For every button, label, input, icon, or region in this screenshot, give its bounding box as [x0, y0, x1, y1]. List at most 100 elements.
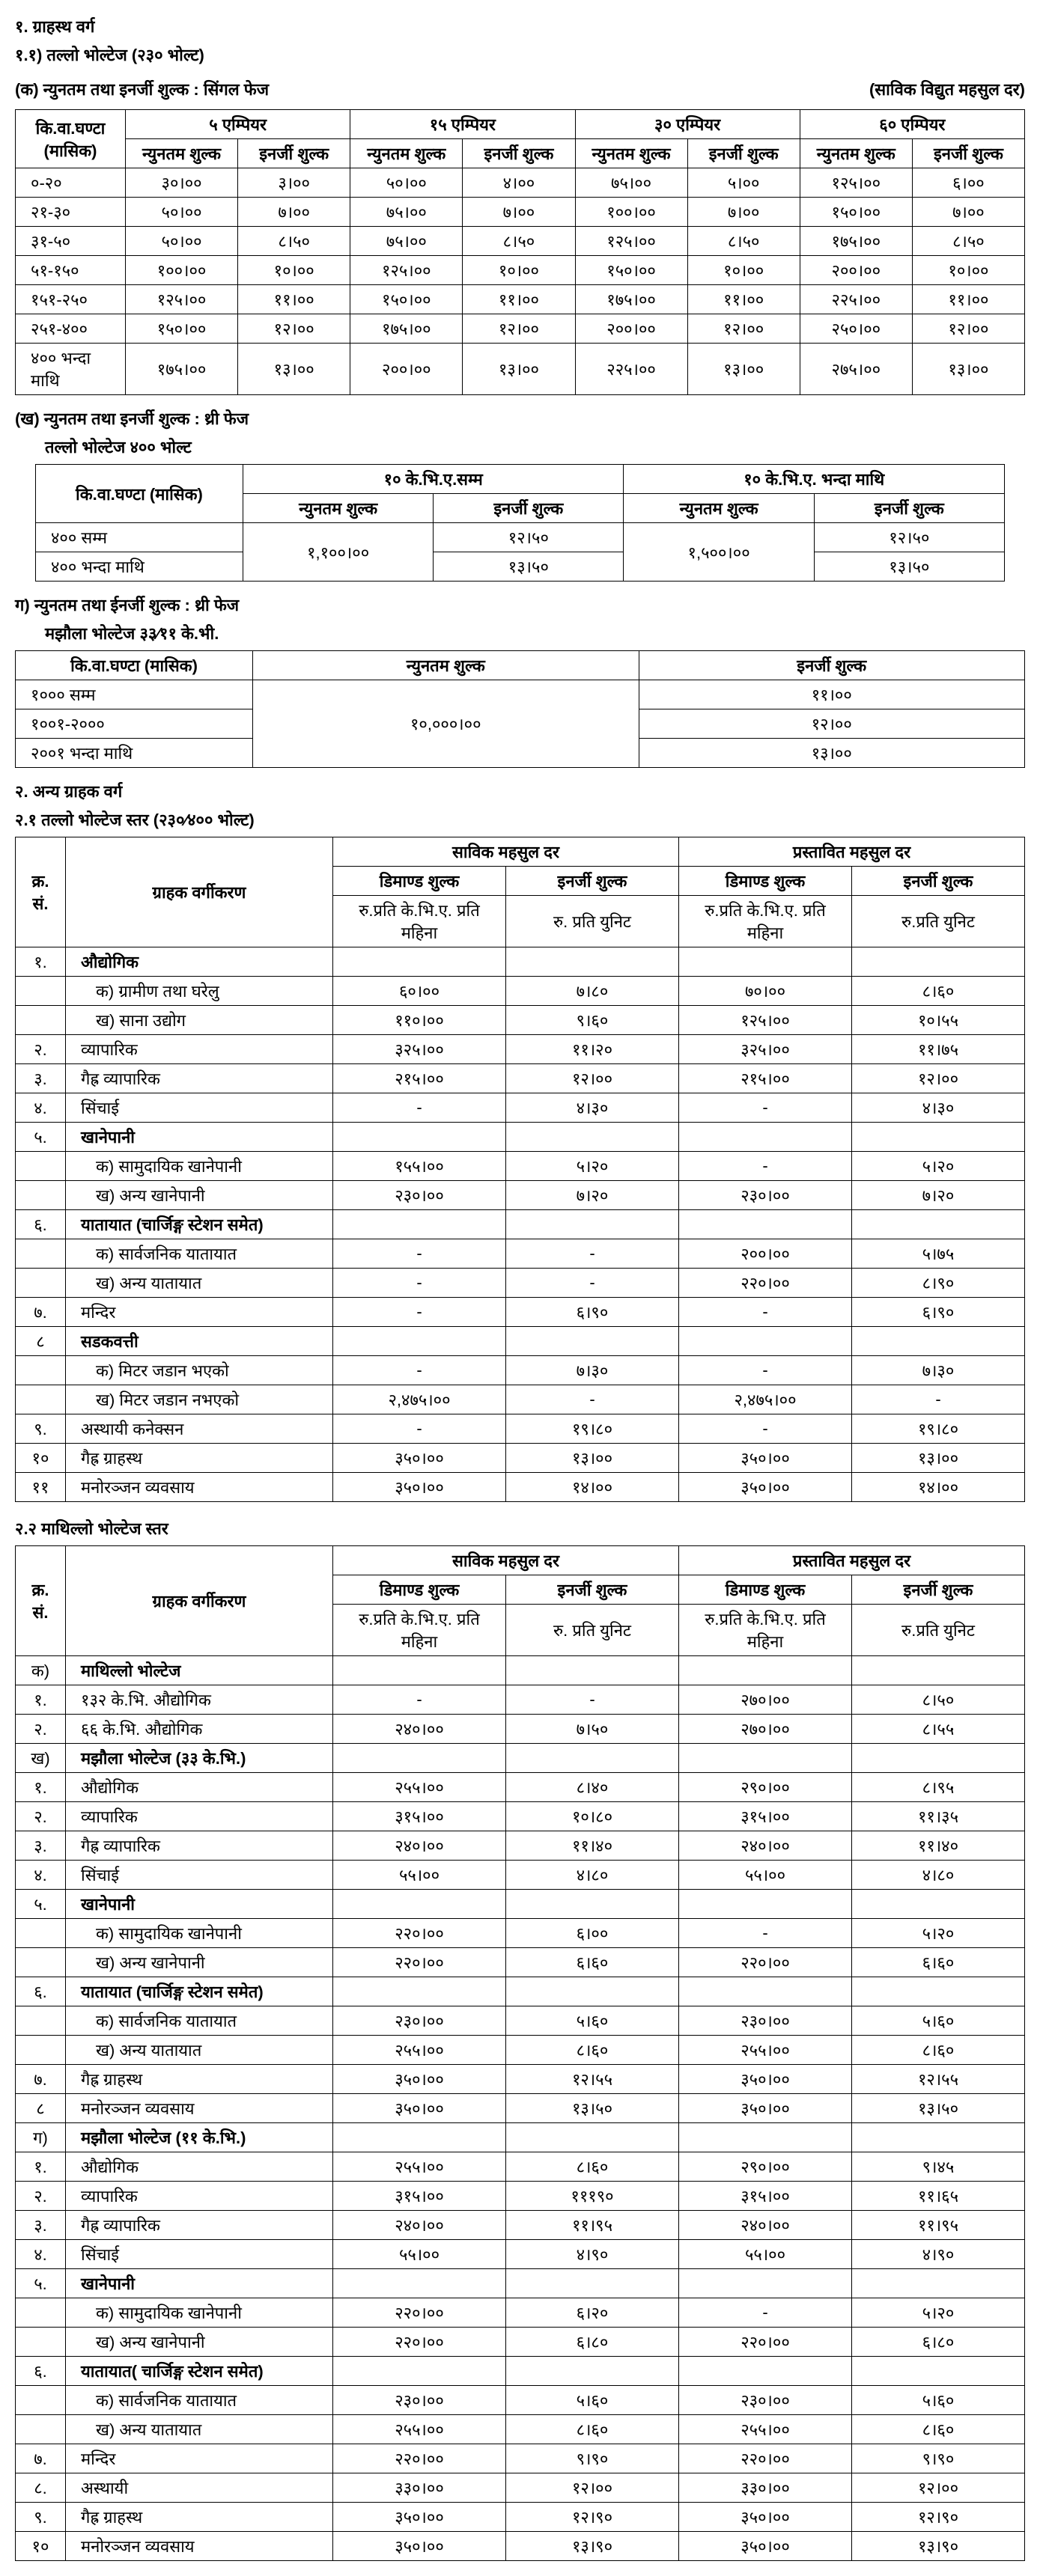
col-sub: न्युनतम शुल्क — [575, 139, 687, 168]
data-cell: ३५०।०० — [333, 2503, 506, 2532]
data-cell: ३३०।०० — [333, 2473, 506, 2503]
data-cell: २२५।०० — [800, 285, 912, 314]
data-cell: ९।९० — [852, 2444, 1025, 2473]
data-cell: १००।०० — [575, 198, 687, 227]
data-cell: ११।४० — [852, 1831, 1025, 1861]
class-cell: औद्योगिक — [66, 2152, 333, 2182]
sn-cell — [16, 2298, 66, 2328]
data-cell: १०।०० — [687, 256, 800, 285]
data-cell: ५।६० — [506, 2386, 679, 2415]
data-cell: ६।६० — [506, 1948, 679, 1977]
data-cell — [679, 1977, 852, 2006]
col-sub: इनर्जी शुल्क — [912, 139, 1024, 168]
sn-cell — [16, 1269, 66, 1298]
data-cell: १५०।०० — [800, 198, 912, 227]
class-cell: ६६ के.भि. औद्योगिक — [66, 1715, 333, 1744]
data-cell: २,४७५।०० — [333, 1385, 506, 1414]
table-row: २.व्यापारिक३२५।००११।२०३२५।००११।७५ — [16, 1035, 1025, 1064]
data-cell: - — [679, 2298, 852, 2328]
data-cell — [506, 2123, 679, 2152]
data-cell: १२।०० — [852, 2473, 1025, 2503]
sn-cell: ७. — [16, 1298, 66, 1327]
data-cell: ११।९५ — [506, 2211, 679, 2240]
data-cell: ६०।०० — [333, 977, 506, 1006]
class-cell: क) सार्वजनिक यातायात — [66, 2006, 333, 2036]
col-sub: न्युनतम शुल्क — [126, 139, 238, 168]
data-cell: २७०।०० — [679, 1685, 852, 1715]
sn-cell — [16, 1919, 66, 1948]
data-cell: १२।५५ — [506, 2065, 679, 2094]
section-1-note: (साविक विद्युत महसुल दर) — [869, 78, 1025, 100]
data-cell — [852, 1744, 1025, 1773]
data-cell: २२०।०० — [333, 2298, 506, 2328]
data-cell: - — [506, 1269, 679, 1298]
sn-cell: ६. — [16, 1210, 66, 1239]
data-cell: ८।६० — [852, 977, 1025, 1006]
data-cell: १२।०० — [852, 1064, 1025, 1093]
table-row: ८सडकवत्ती — [16, 1327, 1025, 1356]
data-cell: ७।०० — [912, 198, 1024, 227]
class-cell: ख) अन्य यातायात — [66, 2036, 333, 2065]
data-cell: ४०० भन्दा माथि — [35, 552, 243, 582]
sn-cell: ४. — [16, 2240, 66, 2269]
table-row: ०-२०३०।००३।००५०।००४।००७५।००५।००१२५।००६।०… — [16, 168, 1025, 198]
data-cell — [506, 1656, 679, 1685]
data-cell — [506, 1977, 679, 2006]
table-row: १.औद्योगिक२५५।००८।६०२९०।००९।४५ — [16, 2152, 1025, 2182]
unit-cell: रु.प्रति के.भि.ए. प्रति महिना — [333, 896, 506, 947]
data-cell: - — [852, 1385, 1025, 1414]
data-cell: २७०।०० — [679, 1715, 852, 1744]
data-cell: २४०।०० — [679, 1831, 852, 1861]
data-cell — [679, 947, 852, 977]
table-row: ८.अस्थायी३३०।००१२।००३३०।००१२।०० — [16, 2473, 1025, 2503]
data-cell: ९।६० — [506, 1006, 679, 1035]
class-cell: मझौला भोल्टेज (११ के.भि.) — [66, 2123, 333, 2152]
data-cell: ५१-१५० — [16, 256, 126, 285]
data-cell: १५०।०० — [126, 314, 238, 344]
data-cell — [852, 2357, 1025, 2386]
data-cell: १३।५० — [506, 2094, 679, 2123]
class-cell: ख) अन्य खानेपानी — [66, 1948, 333, 1977]
table-row: ख)मझौला भोल्टेज (३३ के.भि.) — [16, 1744, 1025, 1773]
data-cell: ४०० भन्दा माथि — [16, 344, 126, 395]
data-cell: ७५।०० — [575, 168, 687, 198]
data-cell: ७।२० — [852, 1181, 1025, 1210]
class-cell: क) सार्वजनिक यातायात — [66, 1239, 333, 1269]
data-cell: १२।०० — [912, 314, 1024, 344]
table-row: १०गैह्र ग्राहस्थ३५०।००१३।००३५०।००१३।०० — [16, 1444, 1025, 1473]
data-cell: २७५।०० — [800, 344, 912, 395]
data-cell: २३०।०० — [679, 2386, 852, 2415]
data-cell: - — [506, 1385, 679, 1414]
sn-cell — [16, 1239, 66, 1269]
data-cell: ११।२० — [506, 1035, 679, 1064]
col-amp: ३० एम्पियर — [575, 110, 800, 139]
class-cell: खानेपानी — [66, 1123, 333, 1152]
data-cell: १२।९० — [506, 2503, 679, 2532]
table-row: ग)मझौला भोल्टेज (११ के.भि.) — [16, 2123, 1025, 2152]
data-cell: २५५।०० — [333, 2036, 506, 2065]
data-cell: ९।४५ — [852, 2152, 1025, 2182]
data-cell: ८।६० — [506, 2415, 679, 2444]
data-cell: १३।५० — [852, 2094, 1025, 2123]
data-cell: ६।०० — [912, 168, 1024, 198]
sn-cell — [16, 2415, 66, 2444]
data-cell: २२५।०० — [575, 344, 687, 395]
class-cell: ख) मिटर जडान नभएको — [66, 1385, 333, 1414]
table-row: ५.खानेपानी — [16, 1890, 1025, 1919]
data-cell: ६।८० — [506, 2328, 679, 2357]
col-energy: इनर्जी शुल्क — [852, 867, 1025, 896]
col-amp: ५ एम्पियर — [126, 110, 350, 139]
data-cell: ३१-५० — [16, 227, 126, 256]
data-cell: १५०।०० — [575, 256, 687, 285]
data-cell: ६।८० — [852, 2328, 1025, 2357]
data-cell: ३५०।०० — [333, 2532, 506, 2561]
data-cell — [852, 1327, 1025, 1356]
sn-cell — [16, 2006, 66, 2036]
data-cell: ११।६५ — [852, 2182, 1025, 2211]
table-row: ११मनोरञ्जन व्यवसाय३५०।००१४।००३५०।००१४।०० — [16, 1473, 1025, 1502]
data-cell: १२५।०० — [575, 227, 687, 256]
data-cell: १२५।०० — [126, 285, 238, 314]
data-cell — [852, 1656, 1025, 1685]
table-row: ६.यातायात( चार्जिङ्ग स्टेशन समेत) — [16, 2357, 1025, 2386]
data-cell: २५१-४०० — [16, 314, 126, 344]
